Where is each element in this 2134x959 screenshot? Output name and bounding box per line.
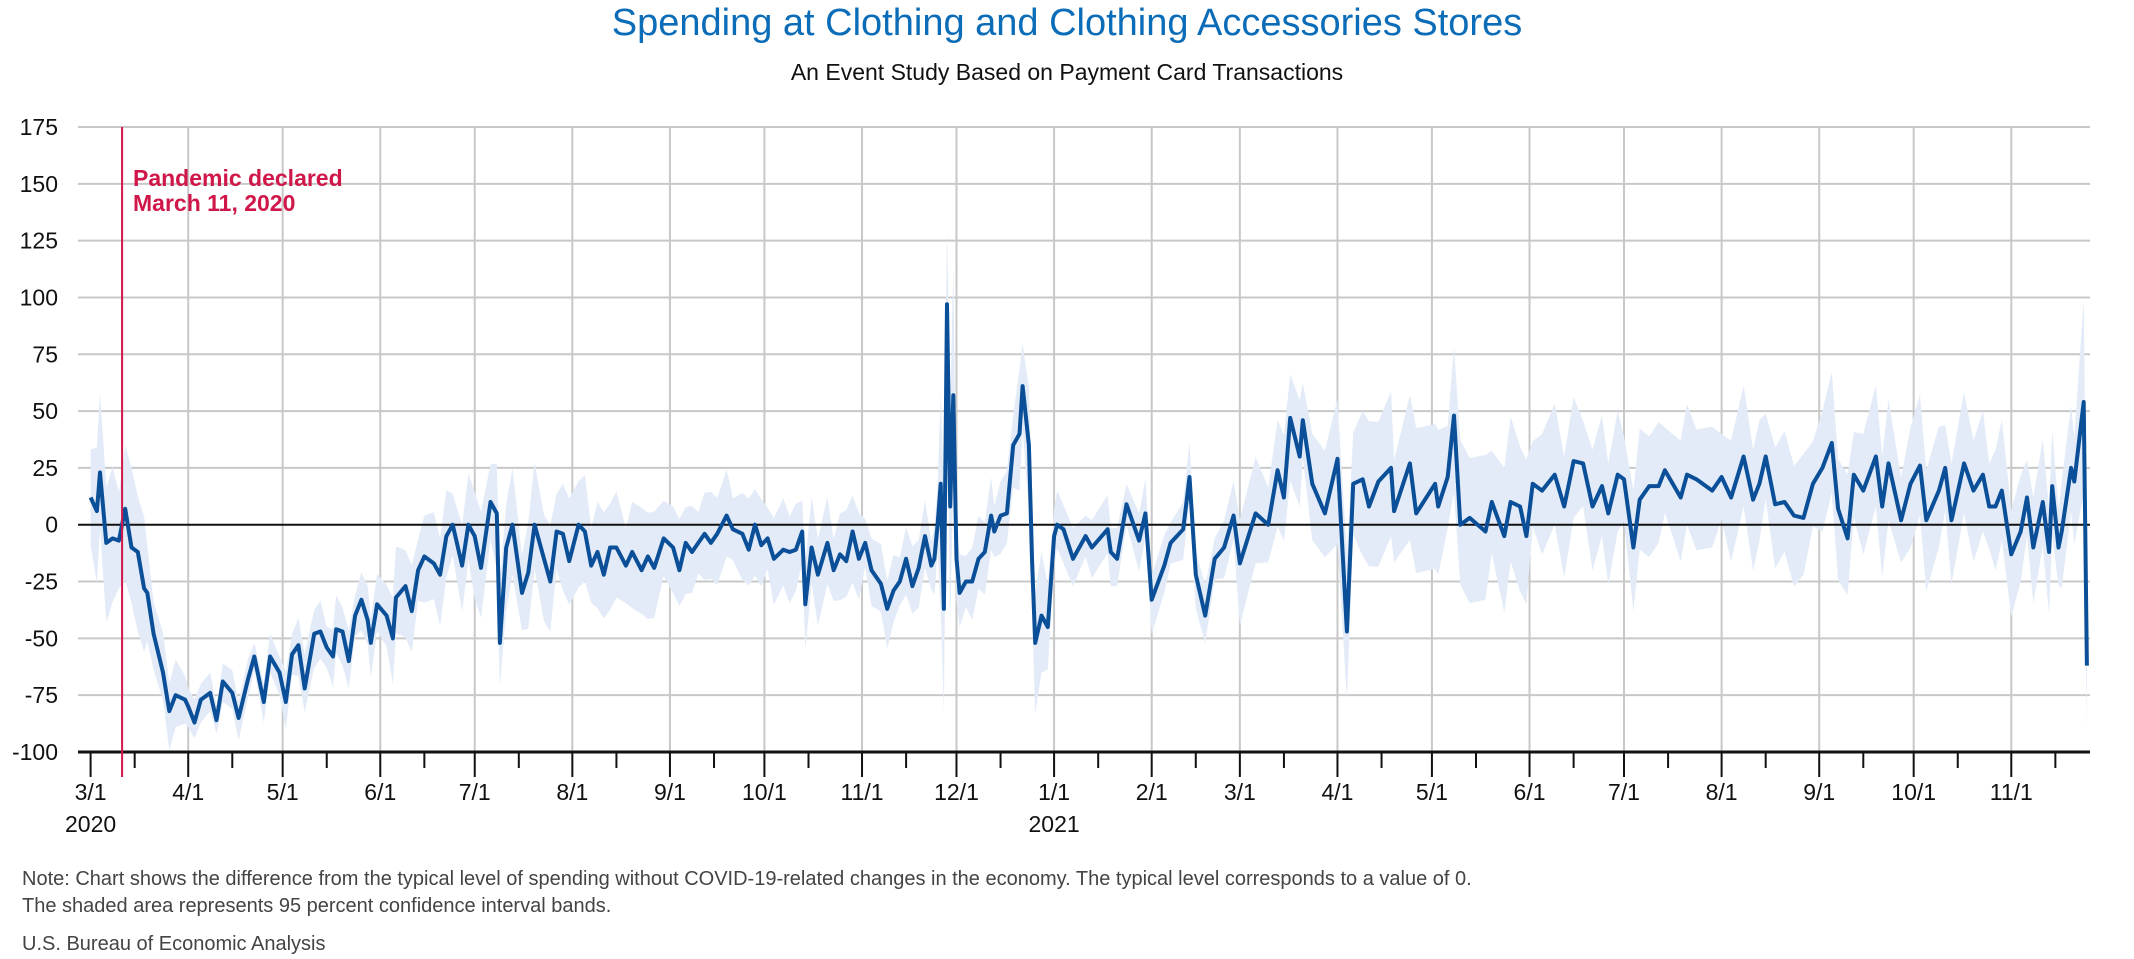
y-tick-label: -100	[12, 739, 58, 765]
x-tick-label: 5/1	[267, 779, 299, 805]
x-tick-label: 2/1	[1136, 779, 1168, 805]
y-tick-label: 25	[32, 455, 58, 481]
x-tick-label: 6/1	[1514, 779, 1546, 805]
y-tick-label: -50	[25, 625, 58, 651]
y-tick-label: 150	[20, 171, 58, 197]
x-tick-label: 1/1	[1038, 779, 1070, 805]
x-tick-label: 4/1	[1321, 779, 1353, 805]
x-tick-label: 12/1	[934, 779, 979, 805]
chart-title: Spending at Clothing and Clothing Access…	[611, 2, 1523, 44]
x-tick-label: 9/1	[1803, 779, 1835, 805]
x-tick-label: 10/1	[1891, 779, 1936, 805]
x-tick-label: 5/1	[1416, 779, 1448, 805]
x-tick-label: 8/1	[556, 779, 588, 805]
source-credit: U.S. Bureau of Economic Analysis	[22, 933, 326, 955]
x-tick-label: 9/1	[654, 779, 686, 805]
spending-series-line	[88, 302, 2089, 725]
annotation-line1: Pandemic declared	[133, 165, 343, 191]
confidence-band	[90, 227, 2087, 751]
x-tick-label: 3/1	[75, 779, 107, 805]
annotation-line2: March 11, 2020	[133, 190, 295, 216]
x-tick-label: 3/1	[1224, 779, 1256, 805]
x-year-label: 2021	[1029, 811, 1080, 837]
x-tick-label: 4/1	[172, 779, 204, 805]
x-tick-label: 7/1	[459, 779, 491, 805]
x-tick-label: 6/1	[364, 779, 396, 805]
x-tick-label: 11/1	[840, 779, 883, 805]
y-tick-label: 75	[32, 341, 58, 367]
y-tick-label: 125	[20, 228, 58, 254]
chart-subtitle: An Event Study Based on Payment Card Tra…	[790, 59, 1344, 85]
x-tick-label: 8/1	[1706, 779, 1738, 805]
x-tick-label: 7/1	[1608, 779, 1640, 805]
x-tick-label: 10/1	[742, 779, 787, 805]
y-tick-label: 100	[20, 284, 58, 310]
y-tick-label: 50	[32, 398, 58, 424]
note-line2: The shaded area represents 95 percent co…	[22, 895, 612, 917]
x-year-label: 2020	[65, 811, 116, 837]
y-tick-label: -75	[25, 682, 58, 708]
x-tick-label: 11/1	[1990, 779, 2033, 805]
y-tick-label: 0	[45, 512, 58, 538]
note-line1: Note: Chart shows the difference from th…	[22, 868, 1472, 890]
y-tick-label: 175	[20, 114, 58, 140]
y-tick-label: -25	[25, 569, 58, 595]
